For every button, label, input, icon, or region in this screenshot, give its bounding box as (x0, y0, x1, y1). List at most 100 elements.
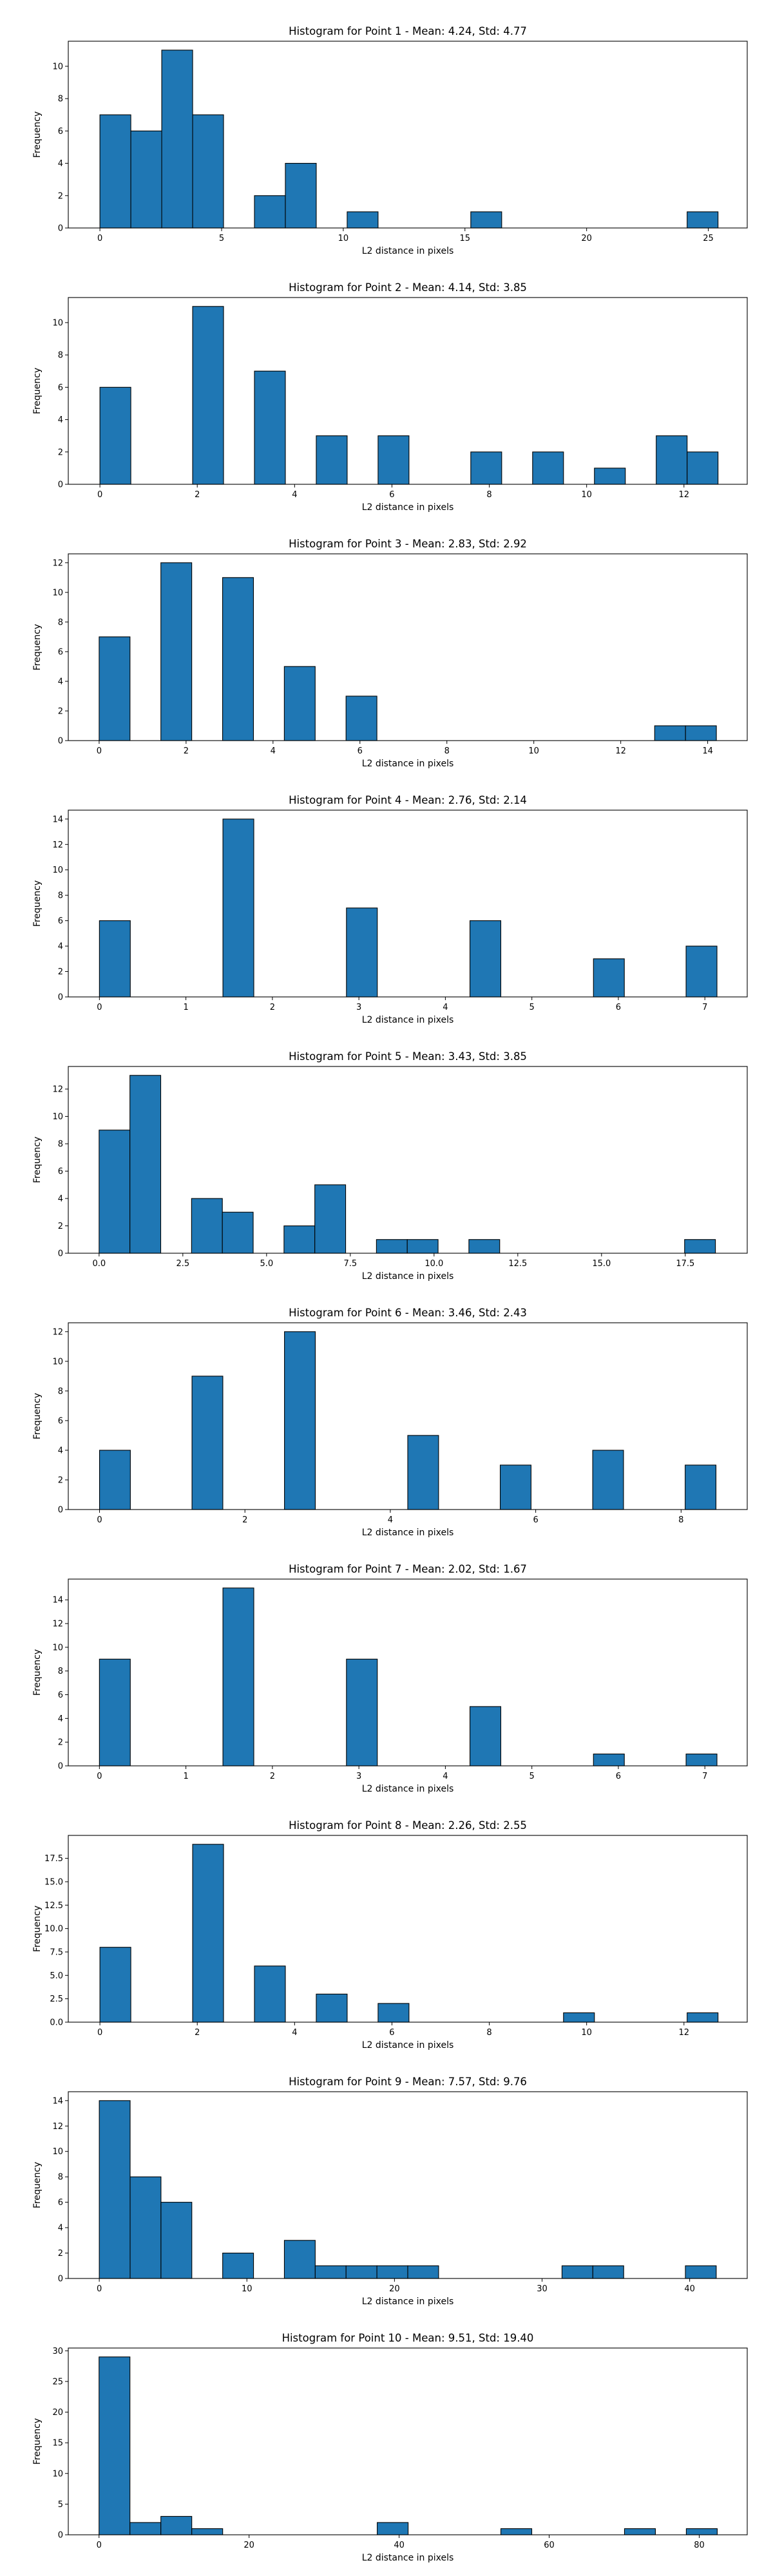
x-tick-label: 40 (394, 2541, 405, 2550)
x-tick-label: 8 (486, 490, 491, 500)
x-tick-label: 0 (97, 2541, 102, 2550)
y-tick-label: 4 (58, 1195, 63, 1204)
plot-frame (68, 297, 748, 485)
x-tick-label: 2 (184, 746, 189, 756)
x-tick-label: 0 (97, 490, 102, 500)
y-tick-label: 6 (58, 383, 63, 393)
histogram-bar (561, 2265, 593, 2279)
x-tick-label: 4 (292, 490, 297, 500)
histogram-bar (468, 1239, 501, 1254)
histogram-bar (99, 2356, 131, 2535)
histogram-panel-9: Histogram for Point 9 - Mean: 7.57, Std:… (32, 2076, 748, 2307)
histogram-bar (222, 2252, 254, 2279)
x-tick-label: 5 (530, 1772, 535, 1781)
histogram-bar (160, 562, 193, 741)
y-axis-label: Frequency (32, 2162, 43, 2208)
chart-title: Histogram for Point 5 - Mean: 3.43, Std:… (289, 1050, 527, 1063)
x-tick-label: 2 (195, 490, 200, 500)
histogram-bar (254, 195, 286, 229)
y-tick-label: 8 (58, 351, 63, 361)
histogram-bar (346, 907, 378, 998)
y-tick-label: 20 (52, 2408, 63, 2418)
x-tick-label: 12 (679, 490, 690, 500)
x-tick-label: 15.0 (592, 1259, 611, 1269)
x-tick-label: 20 (581, 234, 592, 243)
y-tick-label: 12 (52, 840, 63, 850)
y-tick-label: 4 (58, 159, 63, 169)
y-axis-label: Frequency (32, 368, 43, 414)
y-tick-label: 12 (52, 558, 63, 568)
plot-frame (68, 1066, 748, 1254)
y-tick-label: 10 (52, 318, 63, 328)
y-tick-label: 14 (52, 2096, 63, 2106)
histogram-bar (470, 211, 502, 229)
y-tick-label: 0 (58, 2275, 63, 2284)
histogram-bar (684, 1239, 716, 1254)
x-tick-label: 4 (388, 1515, 393, 1525)
x-tick-label: 6 (616, 1003, 621, 1012)
y-tick-label: 7.5 (50, 1947, 63, 1957)
x-tick-label: 10 (338, 234, 349, 243)
y-tick-label: 2 (58, 448, 63, 457)
x-tick-label: 8 (444, 746, 450, 756)
y-tick-label: 12 (52, 2122, 63, 2132)
x-tick-label: 5 (530, 1003, 535, 1012)
histogram-bar (532, 451, 564, 485)
histogram-bar (314, 1184, 347, 1254)
histogram-bar (222, 577, 254, 741)
x-tick-label: 0 (97, 234, 102, 243)
x-axis-label: L2 distance in pixels (362, 1784, 454, 1794)
x-tick-label: 4 (271, 746, 276, 756)
x-tick-label: 1 (183, 1772, 188, 1781)
histogram-bar (283, 2240, 316, 2279)
x-tick-label: 0 (97, 746, 102, 756)
y-tick-label: 6 (58, 647, 63, 657)
y-tick-label: 0 (58, 993, 63, 1003)
x-tick-label: 12.5 (508, 1259, 527, 1269)
x-tick-label: 7 (702, 1003, 707, 1012)
y-tick-label: 0 (58, 737, 63, 746)
y-tick-label: 0 (58, 480, 63, 490)
x-tick-label: 2 (242, 1515, 247, 1525)
histogram-bar (594, 468, 626, 485)
y-tick-label: 12 (52, 1620, 63, 1629)
y-tick-label: 10 (52, 1357, 63, 1367)
histogram-bar (499, 1464, 531, 1510)
x-tick-label: 12 (615, 746, 626, 756)
y-tick-label: 2 (58, 191, 63, 201)
x-tick-label: 7 (702, 1772, 707, 1781)
y-tick-label: 8 (58, 95, 63, 104)
histogram-bar (191, 1198, 223, 1254)
x-tick-label: 1 (183, 1003, 188, 1012)
y-tick-label: 10 (52, 866, 63, 875)
plot-frame (68, 2091, 748, 2279)
histogram-bar (99, 386, 131, 485)
histogram-bar (254, 1965, 286, 2023)
histogram-bar (192, 1844, 224, 2023)
y-tick-label: 8 (58, 1387, 63, 1396)
histogram-bar (284, 1331, 316, 1510)
y-tick-label: 6 (58, 1416, 63, 1426)
plot-frame (68, 553, 748, 741)
x-tick-label: 10 (242, 2284, 253, 2294)
x-tick-label: 3 (356, 1772, 361, 1781)
y-axis-label: Frequency (32, 1393, 43, 1439)
histogram-bar (593, 1754, 625, 1766)
y-tick-label: 17.5 (44, 1854, 63, 1864)
y-tick-label: 0 (58, 1249, 63, 1259)
histogram-bar (377, 435, 410, 485)
x-tick-label: 6 (389, 490, 394, 500)
y-axis-label: Frequency (32, 1137, 43, 1183)
x-tick-label: 15 (460, 234, 471, 243)
x-tick-label: 2.5 (176, 1259, 189, 1269)
histogram-bar (624, 2528, 656, 2535)
y-tick-label: 10 (52, 62, 63, 71)
y-tick-label: 4 (58, 677, 63, 687)
y-tick-label: 10.0 (44, 1924, 63, 1934)
x-tick-label: 7.5 (343, 1259, 357, 1269)
y-tick-label: 6 (58, 1167, 63, 1177)
histogram-bar (406, 1239, 439, 1254)
histogram-bar (592, 2265, 624, 2279)
x-tick-label: 2 (195, 2028, 200, 2038)
y-tick-label: 12 (52, 1085, 63, 1095)
